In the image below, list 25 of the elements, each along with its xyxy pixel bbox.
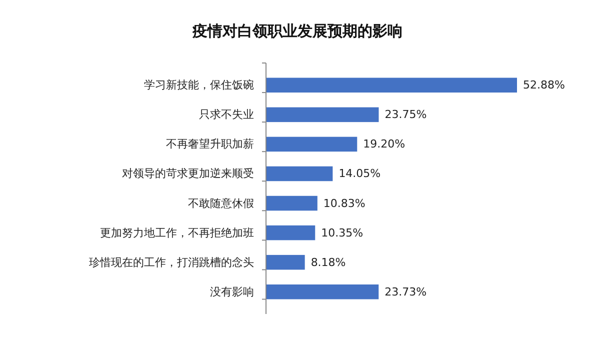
- y-tick-label: 珍惜现在的工作，打消跳槽的念头: [89, 256, 254, 269]
- bar: [266, 166, 333, 182]
- y-tick-label: 没有影响: [210, 285, 254, 298]
- bar: [266, 136, 358, 152]
- data-label: 8.18%: [310, 256, 346, 269]
- bar: [266, 78, 517, 93]
- data-label: 52.88%: [523, 78, 565, 92]
- data-label: 23.73%: [384, 285, 427, 298]
- data-label: 23.75%: [384, 108, 427, 122]
- bar: [266, 225, 316, 240]
- data-label: 19.20%: [363, 138, 406, 151]
- y-tick-label: 对领导的苛求更加逆来顺受: [122, 167, 254, 180]
- bar: [266, 254, 305, 270]
- y-tick-label: 学习新技能，保住饭碗: [144, 78, 254, 92]
- y-tick-label: 不敢随意休假: [188, 196, 254, 210]
- data-label: 10.35%: [321, 226, 364, 240]
- y-tick-label: 只求不失业: [199, 108, 254, 122]
- data-label: 10.83%: [323, 196, 366, 210]
- y-tick-label: 不再奢望升职加薪: [166, 138, 254, 151]
- data-label: 14.05%: [338, 167, 381, 180]
- bar: [266, 196, 318, 211]
- y-tick-label: 更加努力地工作，不再拒绝加班: [100, 226, 254, 240]
- bar: [266, 284, 379, 300]
- bar: [266, 107, 379, 122]
- chart-title: 疫情对白领职业发展预期的影响: [192, 22, 402, 40]
